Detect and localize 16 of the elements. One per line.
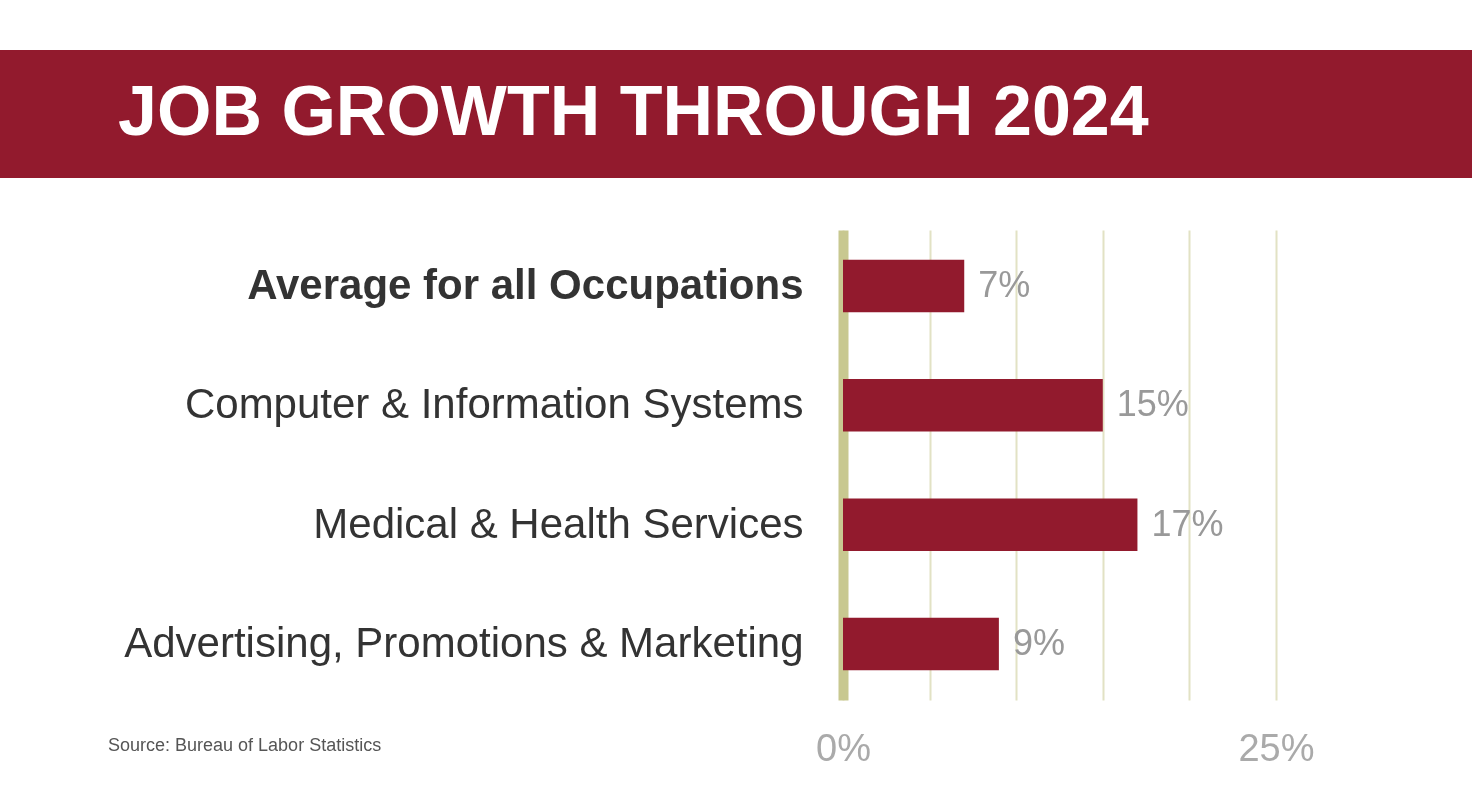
x-tick-label: 25% bbox=[1238, 726, 1315, 769]
x-tick-label: 0% bbox=[816, 726, 871, 769]
y-tick-label: Advertising, Promotions & Marketing bbox=[124, 618, 804, 666]
y-tick-label: Computer & Information Systems bbox=[184, 380, 804, 428]
bar bbox=[843, 259, 965, 313]
data-label: 15% bbox=[1116, 383, 1189, 425]
bar bbox=[843, 379, 1103, 432]
bar bbox=[843, 498, 1138, 551]
chart-title: JOB GROWTH THROUGH 2024 bbox=[118, 72, 1149, 150]
bar bbox=[843, 617, 999, 671]
data-label: 9% bbox=[1012, 621, 1065, 663]
y-tick-label: Average for all Occupations bbox=[247, 261, 804, 309]
data-label: 7% bbox=[978, 264, 1031, 306]
source-note: Source: Bureau of Labor Statistics bbox=[108, 735, 382, 755]
data-label: 17% bbox=[1151, 502, 1224, 544]
y-tick-label: Medical & Health Services bbox=[313, 499, 804, 547]
